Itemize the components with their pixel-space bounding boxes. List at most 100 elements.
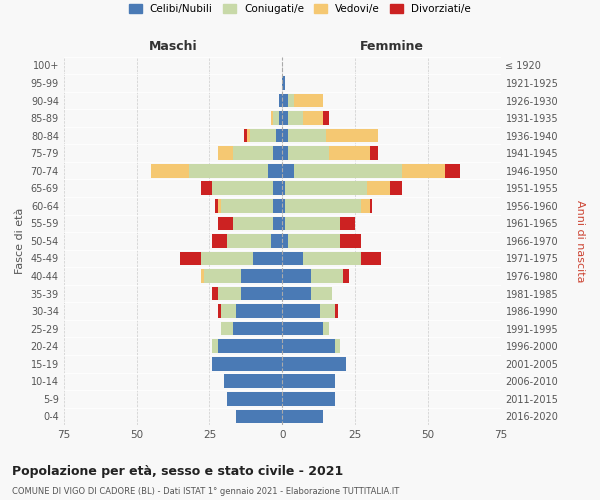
Bar: [390, 182, 401, 195]
Bar: [218, 199, 221, 212]
Bar: [218, 146, 233, 160]
Bar: [282, 94, 288, 108]
Text: Femmine: Femmine: [359, 40, 424, 53]
Bar: [224, 374, 282, 388]
Bar: [329, 146, 370, 160]
Bar: [212, 340, 218, 353]
Bar: [189, 164, 268, 177]
Bar: [370, 199, 373, 212]
Bar: [212, 182, 274, 195]
Bar: [335, 340, 340, 353]
Bar: [212, 357, 282, 370]
Bar: [294, 94, 323, 108]
Bar: [288, 94, 294, 108]
Bar: [200, 269, 203, 283]
Bar: [200, 252, 253, 266]
Bar: [282, 322, 323, 336]
Bar: [274, 111, 279, 125]
Bar: [274, 199, 282, 212]
Text: Popolazione per età, sesso e stato civile - 2021: Popolazione per età, sesso e stato civil…: [12, 464, 343, 477]
Bar: [221, 322, 233, 336]
Bar: [277, 129, 282, 142]
Bar: [151, 164, 189, 177]
Bar: [212, 234, 227, 247]
Bar: [180, 252, 200, 266]
Bar: [212, 286, 218, 300]
Bar: [218, 216, 233, 230]
Bar: [227, 234, 271, 247]
Bar: [253, 252, 282, 266]
Bar: [221, 304, 236, 318]
Bar: [215, 199, 218, 212]
Bar: [445, 164, 460, 177]
Bar: [285, 199, 361, 212]
Bar: [233, 322, 282, 336]
Bar: [285, 216, 340, 230]
Bar: [236, 410, 282, 423]
Bar: [282, 374, 335, 388]
Bar: [274, 216, 282, 230]
Bar: [233, 146, 274, 160]
Bar: [200, 182, 212, 195]
Bar: [370, 146, 378, 160]
Bar: [282, 111, 288, 125]
Bar: [302, 111, 323, 125]
Legend: Celibi/Nubili, Coniugati/e, Vedovi/e, Divorziati/e: Celibi/Nubili, Coniugati/e, Vedovi/e, Di…: [125, 0, 475, 18]
Bar: [340, 234, 361, 247]
Bar: [233, 216, 274, 230]
Bar: [311, 269, 343, 283]
Bar: [241, 286, 282, 300]
Bar: [361, 199, 370, 212]
Bar: [227, 392, 282, 406]
Bar: [282, 182, 285, 195]
Bar: [335, 304, 338, 318]
Bar: [218, 340, 282, 353]
Bar: [282, 252, 302, 266]
Bar: [282, 269, 311, 283]
Bar: [361, 252, 381, 266]
Bar: [288, 234, 340, 247]
Bar: [288, 129, 326, 142]
Bar: [282, 410, 323, 423]
Bar: [282, 146, 288, 160]
Bar: [244, 129, 247, 142]
Bar: [282, 234, 288, 247]
Bar: [236, 304, 282, 318]
Bar: [282, 199, 285, 212]
Bar: [282, 129, 288, 142]
Bar: [218, 304, 221, 318]
Bar: [279, 94, 282, 108]
Bar: [302, 252, 361, 266]
Bar: [268, 164, 282, 177]
Bar: [271, 234, 282, 247]
Bar: [323, 322, 329, 336]
Bar: [282, 340, 335, 353]
Bar: [282, 286, 311, 300]
Bar: [274, 182, 282, 195]
Y-axis label: Fasce di età: Fasce di età: [15, 208, 25, 274]
Bar: [274, 146, 282, 160]
Bar: [282, 76, 285, 90]
Bar: [285, 182, 367, 195]
Bar: [218, 286, 241, 300]
Bar: [247, 129, 250, 142]
Bar: [282, 304, 320, 318]
Bar: [288, 146, 329, 160]
Bar: [311, 286, 332, 300]
Bar: [343, 269, 349, 283]
Bar: [288, 111, 302, 125]
Bar: [294, 164, 401, 177]
Bar: [282, 392, 335, 406]
Text: COMUNE DI VIGO DI CADORE (BL) - Dati ISTAT 1° gennaio 2021 - Elaborazione TUTTIT: COMUNE DI VIGO DI CADORE (BL) - Dati IST…: [12, 487, 399, 496]
Bar: [340, 216, 355, 230]
Bar: [320, 304, 335, 318]
Bar: [203, 269, 241, 283]
Bar: [323, 111, 329, 125]
Y-axis label: Anni di nascita: Anni di nascita: [575, 200, 585, 282]
Bar: [401, 164, 445, 177]
Bar: [282, 357, 346, 370]
Bar: [241, 269, 282, 283]
Bar: [271, 111, 274, 125]
Bar: [282, 216, 285, 230]
Bar: [326, 129, 378, 142]
